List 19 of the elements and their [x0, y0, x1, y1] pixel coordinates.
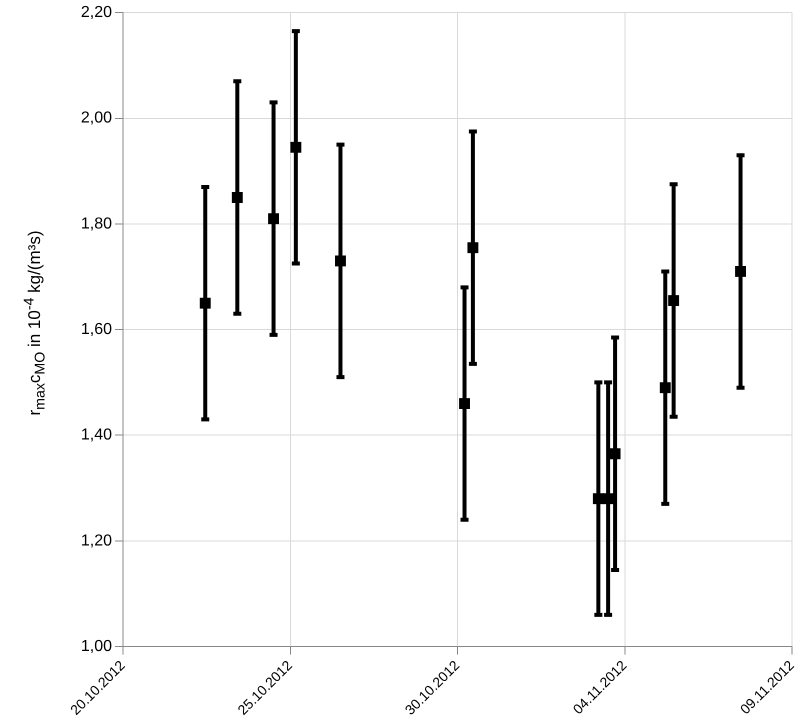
- point: [602, 493, 614, 504]
- point: [660, 382, 671, 394]
- point: [232, 192, 243, 203]
- point: [668, 295, 680, 306]
- y-tick-label: 1,20: [80, 532, 112, 550]
- point: [290, 142, 302, 153]
- y-tick-label: 1,60: [80, 320, 112, 338]
- point: [610, 448, 621, 460]
- y-tick-label: 2,20: [80, 4, 112, 22]
- point: [335, 255, 346, 266]
- point: [467, 242, 478, 254]
- y-tick-label: 1,40: [80, 426, 112, 444]
- point: [200, 298, 211, 309]
- y-tick-label: 1,80: [80, 215, 112, 232]
- point: [268, 213, 279, 224]
- y-tick-label: 2,00: [80, 110, 112, 127]
- point: [459, 398, 470, 409]
- y-tick-label: 1,00: [80, 638, 112, 655]
- point: [735, 266, 746, 277]
